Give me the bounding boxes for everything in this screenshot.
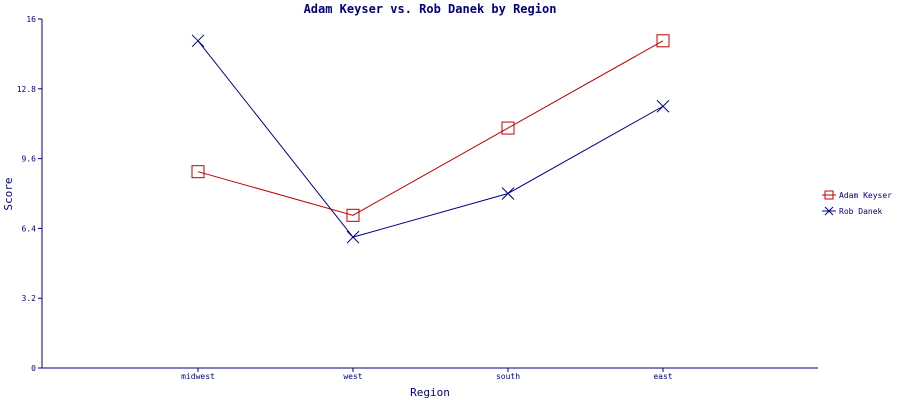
- legend-item[interactable]: Adam Keyser: [822, 190, 892, 200]
- legend-label: Adam Keyser: [839, 191, 892, 200]
- series-adam-keyser: [191, 34, 670, 222]
- legend-square-marker: [824, 190, 834, 200]
- data-point-x: [501, 187, 515, 200]
- y-axis-label: Score: [2, 177, 15, 210]
- legend-label: Rob Danek: [839, 207, 883, 216]
- data-point-square: [656, 34, 670, 48]
- data-point-square: [501, 121, 515, 135]
- x-tick-labels: midwest west south east: [181, 368, 673, 381]
- series-rob-danek: [191, 34, 670, 244]
- series-line: [197, 40, 664, 216]
- y-tick-label: 6.4: [22, 224, 37, 233]
- legend-x-marker: [824, 206, 834, 216]
- legend-item[interactable]: Rob Danek: [822, 206, 883, 216]
- data-point-x: [191, 34, 205, 48]
- x-tick-label: midwest: [181, 372, 215, 381]
- legend[interactable]: Adam Keyser Rob Danek: [822, 190, 892, 216]
- x-tick-label: east: [653, 372, 672, 381]
- series-line: [197, 40, 664, 238]
- chart-title: Adam Keyser vs. Rob Danek by Region: [304, 2, 557, 16]
- y-tick-label: 3.2: [22, 294, 37, 303]
- y-tick-label: 16: [26, 15, 36, 24]
- data-point-x: [346, 230, 360, 244]
- x-tick-label: south: [496, 372, 520, 381]
- x-tick-label: west: [343, 372, 362, 381]
- data-point-x: [656, 99, 670, 113]
- data-point-square: [191, 165, 205, 179]
- y-tick-label: 0: [31, 364, 36, 373]
- x-axis-label: Region: [410, 386, 450, 399]
- series-layer: [191, 34, 670, 244]
- data-point-square: [346, 208, 360, 222]
- y-tick-label: 12.8: [17, 85, 36, 94]
- y-tick-labels: 0 3.2 6.4 9.6 12.8 16: [17, 15, 42, 373]
- y-tick-label: 9.6: [22, 155, 37, 164]
